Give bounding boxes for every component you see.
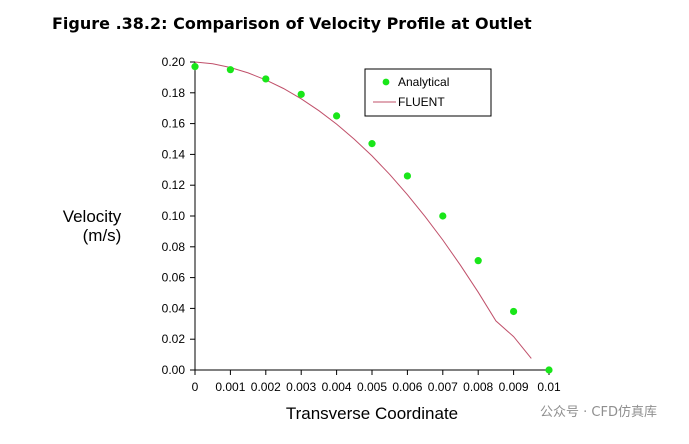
analytical-point (474, 257, 482, 265)
y-tick-label: 0.14 (162, 147, 186, 161)
x-tick-label: 0.01 (537, 380, 561, 394)
analytical-point (509, 307, 518, 316)
y-tick-label: 0.12 (162, 178, 186, 192)
fluent-line (194, 61, 532, 359)
y-axis-label-line-2: (m/s) (83, 226, 122, 245)
analytical-point (403, 172, 411, 180)
x-axis-ticks: 0 0.001 0.002 0.003 0.004 0.005 0.006 0.007 0.00… (192, 370, 561, 394)
y-tick-label: 0.18 (162, 86, 186, 100)
legend-box (364, 68, 492, 117)
x-tick-label: 0.005 (357, 380, 387, 394)
analytical-point (226, 66, 234, 74)
watermark: 公众号 · CFD仿真库 (540, 405, 657, 420)
analytical-point (333, 112, 341, 120)
analytical-point (297, 90, 305, 98)
y-axis-ticks: 0.00 0.02 0.04 0.06 0.08 0.10 0.12 0.14 0.16 0.18… (162, 55, 195, 377)
x-tick-label: 0.009 (499, 380, 529, 394)
legend-analytical-label: Analytical (398, 75, 449, 89)
x-tick-label: 0.002 (251, 380, 281, 394)
y-tick-label: 0.16 (162, 117, 186, 131)
legend-fluent-label: FLUENT (398, 95, 445, 109)
analytical-point (545, 366, 553, 374)
x-tick-label: 0.008 (463, 380, 493, 394)
x-tick-label: 0.003 (286, 380, 316, 394)
x-axis-label: Transverse Coordinate (286, 404, 458, 423)
y-tick-label: 0.06 (162, 271, 186, 285)
analytical-point (191, 63, 199, 71)
x-tick-label: 0.006 (392, 380, 422, 394)
legend-analytical-marker (382, 78, 390, 86)
y-tick-label: 0.08 (162, 240, 186, 254)
figure-title: Figure .38.2: Comparison of Velocity Pro… (52, 14, 532, 33)
x-tick-label: 0.007 (428, 380, 458, 394)
analytical-point (439, 212, 447, 220)
y-tick-label: 0.00 (162, 363, 186, 377)
legend: Analytical FLUENT (364, 68, 492, 117)
y-tick-label: 0.20 (162, 55, 186, 69)
y-tick-label: 0.10 (162, 209, 186, 223)
analytical-point (368, 140, 376, 148)
analytical-series (191, 63, 553, 374)
x-tick-label: 0.001 (215, 380, 245, 394)
x-tick-label: 0.004 (322, 380, 352, 394)
x-tick-label: 0 (192, 380, 199, 394)
fluent-series (194, 61, 532, 359)
y-tick-label: 0.04 (162, 301, 186, 315)
y-axis-label-line-1: Velocity (63, 207, 122, 226)
y-tick-label: 0.02 (162, 332, 186, 346)
analytical-point (262, 75, 270, 83)
